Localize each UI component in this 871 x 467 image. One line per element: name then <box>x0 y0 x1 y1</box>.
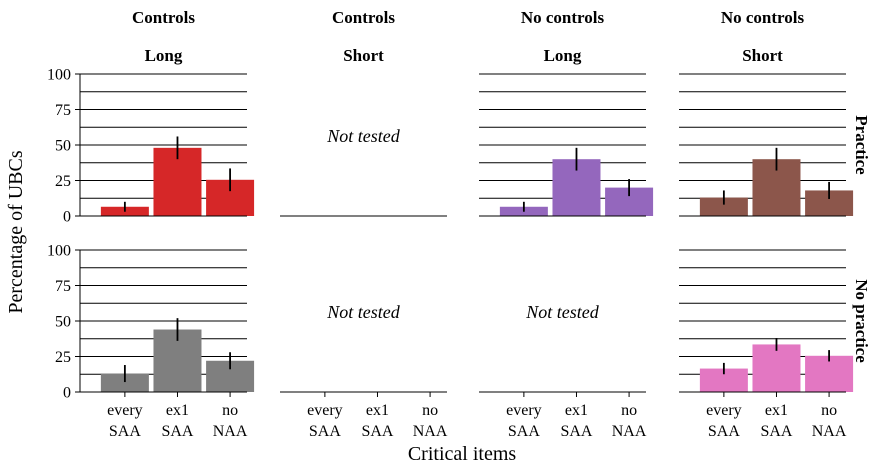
y-tick-label: 25 <box>55 349 71 366</box>
facet-panel <box>679 73 854 217</box>
x-tick-label-line1: ex1 <box>565 402 588 419</box>
x-tick-label-line2: NAA <box>413 423 448 440</box>
column-strip-label-top: No controls <box>721 8 805 27</box>
x-tick-label-line1: no <box>222 402 238 419</box>
x-tick-label-line1: ex1 <box>366 402 389 419</box>
x-tick-label-line2: NAA <box>812 423 847 440</box>
column-strip-label-bottom: Long <box>544 46 582 65</box>
x-tick-label-line2: SAA <box>508 423 540 440</box>
x-axis-label: Critical items <box>408 443 517 465</box>
column-strip-label-bottom: Long <box>145 46 183 65</box>
y-tick-label: 75 <box>55 102 71 119</box>
facet-panel: Not tested <box>280 126 447 217</box>
y-tick-label: 75 <box>55 278 71 295</box>
column-strip-label-top: No controls <box>521 8 605 27</box>
x-tick-label-line2: NAA <box>213 423 248 440</box>
facet-panel: Not tested every SAA ex1 SAA no NAA <box>280 302 448 440</box>
x-tick-label-line1: no <box>821 402 837 419</box>
x-tick-label-line1: every <box>706 402 742 419</box>
x-tick-label-line1: no <box>621 402 637 419</box>
column-strip-label-bottom: Short <box>742 46 783 65</box>
not-tested-label: Not tested <box>326 126 400 146</box>
x-tick-label-line2: SAA <box>560 423 592 440</box>
x-tick-label-line2: SAA <box>161 423 193 440</box>
facet-panel: every SAA ex1 SAA no NAA <box>679 249 854 440</box>
y-tick-label: 25 <box>55 173 71 190</box>
y-tick-label: 100 <box>47 67 71 84</box>
x-tick-label-line2: NAA <box>612 423 647 440</box>
row-strip-label: No practice <box>852 279 871 363</box>
x-tick-label-line1: ex1 <box>765 402 788 419</box>
x-tick-label-line2: SAA <box>708 423 740 440</box>
not-tested-label: Not tested <box>326 302 400 322</box>
facet-panel: Not tested every SAA ex1 SAA no NAA <box>479 302 647 440</box>
bar <box>699 197 748 216</box>
column-strip-label-top: Controls <box>332 8 395 27</box>
x-tick-label-line1: no <box>422 402 438 419</box>
x-tick-label-line2: SAA <box>109 423 141 440</box>
y-tick-label: 0 <box>63 209 71 226</box>
x-tick-label-line1: every <box>506 402 542 419</box>
column-strip-label-bottom: Short <box>343 46 384 65</box>
y-axis-label: Percentage of UBCs <box>5 150 27 314</box>
not-tested-label: Not tested <box>525 302 599 322</box>
bar <box>805 355 854 392</box>
x-tick-label-line2: SAA <box>361 423 393 440</box>
bar <box>699 368 748 392</box>
y-tick-label: 100 <box>47 243 71 260</box>
bar <box>100 373 149 392</box>
x-tick-label-line2: SAA <box>309 423 341 440</box>
column-strip-label-top: Controls <box>132 8 195 27</box>
facet-panel <box>479 73 654 217</box>
y-tick-label: 50 <box>55 314 71 331</box>
x-tick-label-line1: ex1 <box>166 402 189 419</box>
bar <box>752 344 801 392</box>
facet-panels: Controls Long Controls Short No controls Long… <box>47 8 871 440</box>
x-tick-label-line1: every <box>107 402 143 419</box>
facet-panel <box>80 73 255 217</box>
y-tick-label: 0 <box>63 385 71 402</box>
y-tick-label: 50 <box>55 138 71 155</box>
row-strip-label: Practice <box>852 115 871 175</box>
x-tick-label-line2: SAA <box>760 423 792 440</box>
x-tick-label-line1: every <box>307 402 343 419</box>
facet-panel: every SAA ex1 SAA no NAA <box>80 249 255 440</box>
